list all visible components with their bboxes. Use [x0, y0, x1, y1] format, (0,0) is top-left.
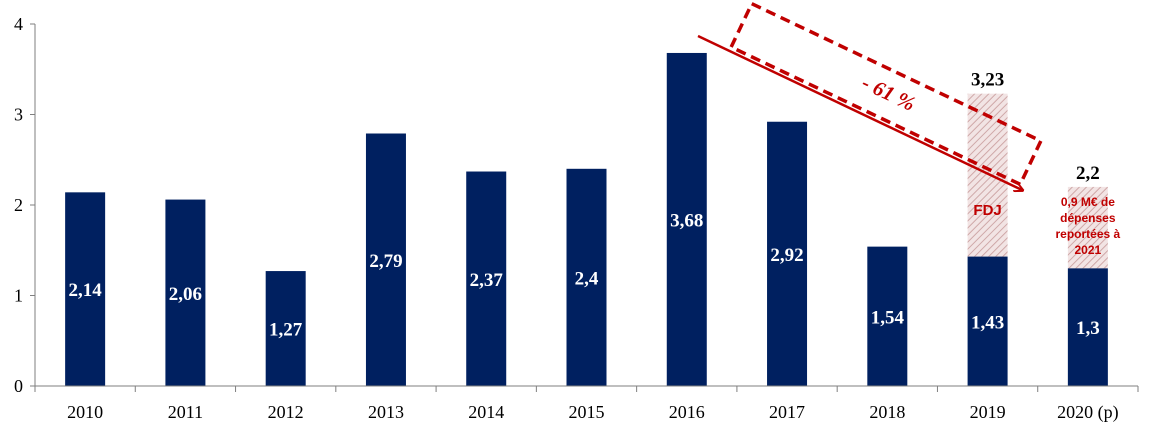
bar-2019 [967, 256, 1008, 386]
bar-value-label: 2,79 [369, 251, 402, 272]
bar-value-label: 1,54 [871, 307, 905, 328]
y-tick-label: 2 [14, 195, 23, 215]
segment-label-fdj: FDJ [973, 202, 1001, 219]
trend-arrow [697, 34, 1022, 190]
bar-value-label: 1,27 [269, 320, 303, 341]
bar-2012 [265, 271, 306, 386]
x-tick-label: 2015 [569, 402, 605, 422]
hatched-segment [1067, 186, 1108, 269]
bar-2014 [466, 171, 507, 386]
x-tick-label: 2011 [168, 402, 203, 422]
bar-2013 [365, 133, 406, 386]
x-tick-label: 2016 [669, 402, 705, 422]
segment-note-line: reportées à [1056, 227, 1121, 241]
y-tick-label: 0 [14, 376, 23, 396]
x-tick-label: 2019 [970, 402, 1006, 422]
bars [65, 52, 1108, 387]
x-tick-label: 2010 [67, 402, 103, 422]
y-tick-label: 1 [14, 286, 23, 306]
bar-2018 [867, 246, 908, 386]
bar-value-label: 2,06 [169, 284, 202, 305]
trend-percent-label: - 61 % [858, 70, 919, 116]
y-tick-label: 3 [14, 105, 23, 125]
bar-2015 [566, 168, 607, 386]
bar-2020p [1067, 268, 1108, 386]
bar-2016 [666, 52, 707, 387]
y-axis: 0 1 2 3 4 [14, 14, 36, 396]
y-tick-label: 4 [14, 14, 23, 34]
bar-value-label: 2,37 [470, 270, 504, 291]
total-value-label: 3,23 [971, 70, 1004, 91]
bar-2017 [767, 121, 808, 387]
segment-note-line: 0,9 M€ de [1061, 195, 1115, 209]
bar-2011 [165, 199, 206, 386]
bar-value-label: 3,68 [670, 210, 703, 231]
x-tick-label: 2017 [769, 402, 805, 422]
x-axis: 2010 2011 2012 2013 2014 2015 2016 2017 2018 2019… [34, 385, 1139, 423]
bar-value-label: 2,4 [575, 268, 599, 289]
x-tick-label: 2018 [869, 402, 905, 422]
bar-value-label: 2,14 [69, 280, 103, 301]
x-tick-label: 2012 [268, 402, 304, 422]
segment-note-line: dépenses [1060, 211, 1116, 225]
bar-value-label: 1,43 [971, 312, 1004, 333]
x-tick-label: 2013 [368, 402, 404, 422]
bar-2010 [65, 192, 106, 386]
bar-value-label: 2,92 [770, 245, 803, 266]
total-value-label: 2,2 [1076, 163, 1100, 184]
x-tick-label: 2020 (p) [1057, 402, 1119, 423]
bar-value-label: 1,3 [1076, 318, 1100, 339]
data-labels: 2,14 2,06 1,27 2,79 2,37 2,4 3,68 2,92 1,54 1,43 1… [69, 70, 1121, 341]
x-tick-label: 2014 [468, 402, 504, 422]
segment-note-line: 2021 [1075, 243, 1102, 257]
